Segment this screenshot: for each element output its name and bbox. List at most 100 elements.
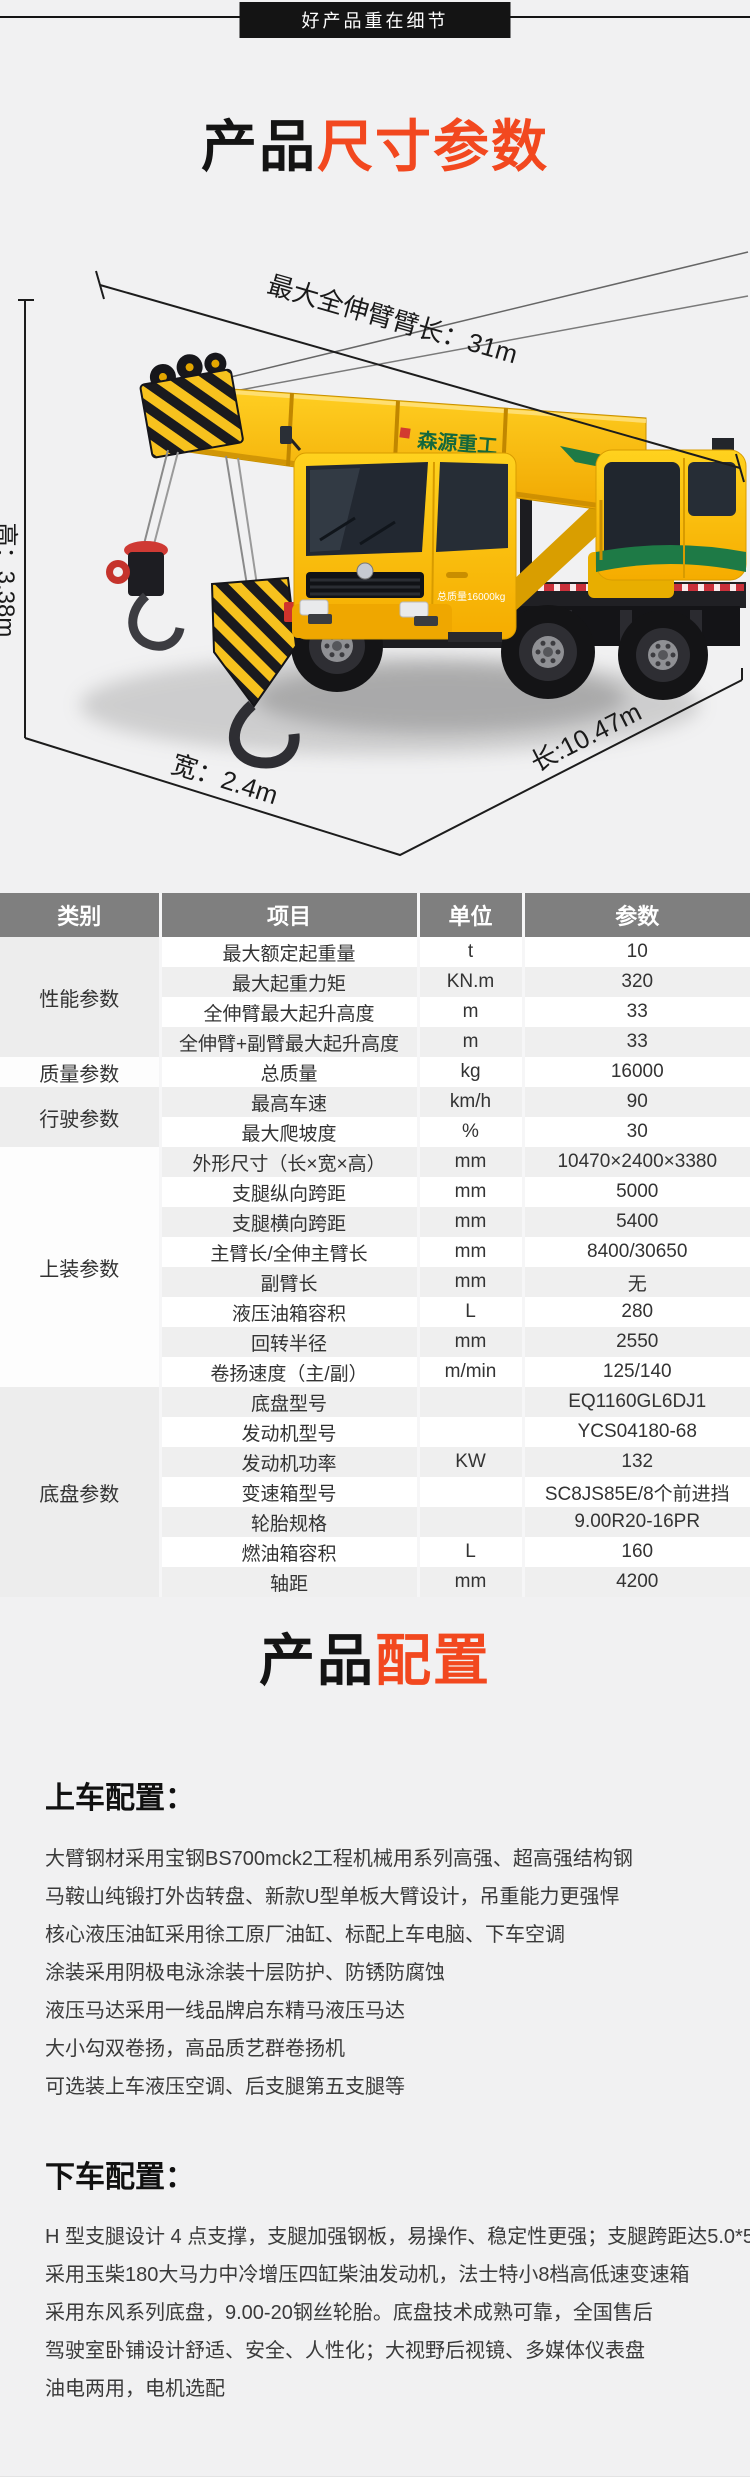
- bottom-strip: [0, 2476, 750, 2486]
- config-item: 核心液压油缸采用徐工原厂油缸、标配上车电脑、下车空调: [45, 1924, 565, 1946]
- spec-value-cell: 无: [521, 1267, 750, 1297]
- spec-unit-cell: mm: [416, 1207, 523, 1237]
- spec-item-cell: 发动机功率: [158, 1447, 418, 1477]
- config-item: 涂装采用阴极电泳涂装十层防护、防锈防腐蚀: [45, 1962, 445, 1984]
- dimension-annotations: [18, 270, 745, 857]
- lower-config-list: H 型支腿设计 4 点支撑，支腿加强钢板，易操作、稳定性更强；支腿跨距达5.0*…: [45, 2218, 750, 2408]
- boom-length-dimension-label: 最大全伸臂臂长：31m: [264, 269, 521, 369]
- config-item: 油电两用，电机选配: [45, 2378, 225, 2400]
- config-item: 可选装上车液压空调、后支腿第五支腿等: [45, 2076, 405, 2098]
- spec-unit-cell: mm: [416, 1327, 523, 1357]
- spec-item-cell: 卷扬速度（主/副）: [158, 1357, 418, 1387]
- spec-table-row: 最大起重力矩 KN.m 320: [0, 967, 750, 997]
- spec-item-cell: 轴距: [158, 1567, 418, 1597]
- title-part-black: 产品: [259, 1629, 375, 1692]
- spec-table-row: 燃油箱容积 L 160: [0, 1537, 750, 1567]
- title-part-accent: 配置: [375, 1629, 491, 1692]
- spec-value-cell: 33: [521, 1027, 750, 1057]
- spec-value-cell: 10: [521, 937, 750, 967]
- title-part-black: 产品: [201, 115, 317, 178]
- spec-item-cell: 副臂长: [158, 1267, 418, 1297]
- spec-unit-cell: L: [416, 1297, 523, 1327]
- spec-unit-cell: mm: [416, 1237, 523, 1267]
- config-item: 驾驶室卧铺设计舒适、安全、人性化；大视野后视镜、多媒体仪表盘: [45, 2340, 645, 2362]
- spec-value-cell: EQ1160GL6DJ1: [521, 1387, 750, 1417]
- title-part-accent: 尺寸参数: [317, 115, 549, 178]
- spec-item-cell: 总质量: [158, 1057, 418, 1087]
- spec-unit-cell: m: [416, 1027, 523, 1057]
- spec-value-cell: SC8JS85E/8个前进挡: [521, 1477, 750, 1507]
- spec-value-cell: 10470×2400×3380: [521, 1147, 750, 1177]
- spec-unit-cell: mm: [416, 1567, 523, 1597]
- height-dimension-label: 高：3.38m: [0, 523, 19, 638]
- spec-unit-cell: m: [416, 997, 523, 1027]
- spec-value-cell: 132: [521, 1447, 750, 1477]
- spec-value-cell: 5000: [521, 1177, 750, 1207]
- spec-value-cell: 2550: [521, 1327, 750, 1357]
- config-item: 液压马达采用一线品牌启东精马液压马达: [45, 2000, 405, 2022]
- spec-category-cell: 底盘参数: [0, 1387, 160, 1597]
- spec-unit-cell: L: [416, 1537, 523, 1567]
- spec-header-unit: 单位: [416, 893, 523, 937]
- spec-value-cell: 5400: [521, 1207, 750, 1237]
- spec-table-row: 行驶参数 最高车速 km/h 90: [0, 1087, 750, 1147]
- spec-unit-cell: [416, 1477, 523, 1507]
- section-title-dimensions: 产品尺寸参数: [0, 114, 750, 180]
- spec-value-cell: 9.00R20-16PR: [521, 1507, 750, 1537]
- spec-item-cell: 主臂长/全伸主臂长: [158, 1237, 418, 1267]
- spec-table-row: 轮胎规格 9.00R20-16PR: [0, 1507, 750, 1537]
- spec-item-cell: 液压油箱容积: [158, 1297, 418, 1327]
- spec-item-cell: 支腿横向跨距: [158, 1207, 418, 1237]
- spec-value-cell: 160: [521, 1537, 750, 1567]
- spec-table-row: 发动机功率 KW 132: [0, 1447, 750, 1477]
- upper-config-list: 大臂钢材采用宝钢BS700mck2工程机械用系列高强、超高强结构钢 马鞍山纯锻打外…: [45, 1840, 745, 2106]
- spec-header-item: 项目: [158, 893, 418, 937]
- spec-table-row: 主臂长/全伸主臂长 mm 8400/30650: [0, 1237, 750, 1267]
- spec-header-category: 类别: [0, 893, 160, 937]
- spec-item-cell: 最大起重力矩: [158, 967, 418, 997]
- spec-unit-cell: mm: [416, 1177, 523, 1207]
- spec-table-row: 质量参数 总质量 kg 16000: [0, 1057, 750, 1087]
- spec-value-cell: 90: [521, 1087, 750, 1117]
- driver-cab: 总质量16000kg: [280, 426, 517, 642]
- spec-value-cell: 125/140: [521, 1357, 750, 1387]
- spec-table-row: 底盘参数 底盘型号 EQ1160GL6DJ1: [0, 1387, 750, 1597]
- spec-unit-cell: mm: [416, 1147, 523, 1177]
- spec-unit-cell: [416, 1387, 523, 1417]
- spec-item-cell: 全伸臂+副臂最大起升高度: [158, 1027, 418, 1057]
- spec-unit-cell: KN.m: [416, 967, 523, 997]
- operator-cab: [595, 438, 747, 581]
- top-banner: 好产品重在细节: [239, 2, 511, 38]
- spec-category-cell: 上装参数: [0, 1147, 160, 1387]
- config-item: 大小勾双卷扬，高品质艺群卷扬机: [45, 2038, 345, 2060]
- spec-table-row: 回转半径 mm 2550: [0, 1327, 750, 1357]
- brand-logo-icon: [399, 427, 411, 439]
- spec-item-cell: 最大爬坡度: [158, 1117, 418, 1147]
- spec-value-cell: 4200: [521, 1567, 750, 1597]
- section-title-configuration: 产品配置: [0, 1628, 750, 1694]
- spec-table-row: 发动机型号 YCS04180-68: [0, 1417, 750, 1447]
- spec-unit-cell: km/h: [416, 1087, 523, 1117]
- spec-value-cell: 16000: [521, 1057, 750, 1087]
- config-item: 马鞍山纯锻打外齿转盘、新款U型单板大臂设计，吊重能力更强悍: [45, 1886, 620, 1908]
- spec-category-cell: 性能参数: [0, 937, 160, 1057]
- spec-category-cell: 质量参数: [0, 1057, 160, 1087]
- spec-value-cell: 33: [521, 997, 750, 1027]
- spec-table-row: 性能参数 最大额定起重量 t 10: [0, 937, 750, 1057]
- spec-table: 类别 项目 单位 参数 性能参数 最大额定起重量 t 10 最大起重力矩 KN.m 320 全…: [0, 893, 750, 1597]
- spec-item-cell: 全伸臂最大起升高度: [158, 997, 418, 1027]
- upper-config-heading: 上车配置：: [45, 1782, 195, 1815]
- spec-header-value: 参数: [521, 893, 750, 937]
- spec-table-row: 变速箱型号 SC8JS85E/8个前进挡: [0, 1477, 750, 1507]
- boom-head: [139, 352, 244, 459]
- spec-unit-cell: KW: [416, 1447, 523, 1477]
- spec-item-cell: 支腿纵向跨距: [158, 1177, 418, 1207]
- spec-item-cell: 燃油箱容积: [158, 1537, 418, 1567]
- spec-value-cell: YCS04180-68: [521, 1417, 750, 1447]
- spec-item-cell: 变速箱型号: [158, 1477, 418, 1507]
- config-item: 采用玉柴180大马力中冷增压四缸柴油发动机，法士特小8档高低速变速箱: [45, 2264, 690, 2286]
- spec-item-cell: 底盘型号: [158, 1387, 418, 1417]
- crane-diagram: 森源重工: [0, 251, 749, 857]
- spec-item-cell: 回转半径: [158, 1327, 418, 1357]
